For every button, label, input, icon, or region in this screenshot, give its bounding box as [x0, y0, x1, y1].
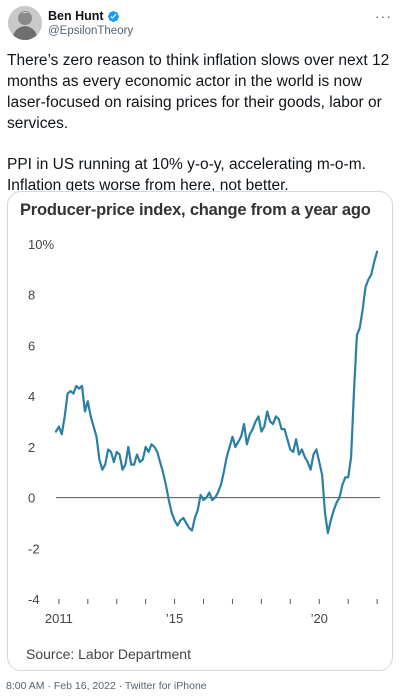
chart-source: Source: Labor Department — [26, 646, 191, 662]
x-tick-label: ’15 — [166, 611, 183, 626]
verified-badge-icon — [107, 10, 120, 23]
chart-title: Producer-price index, change from a year… — [20, 201, 371, 219]
tweet-header: Ben Hunt @EpsilonTheory ··· — [8, 6, 392, 40]
ppi-chart: 10% 8 6 4 2 0 -2 -4 2011 ’15 ’20 — [28, 237, 380, 626]
y-tick-label: 2 — [28, 440, 35, 455]
y-tick-label: 0 — [28, 491, 35, 506]
avatar-image — [8, 6, 42, 40]
tweet-meta: 8:00 AM · Feb 16, 2022 · Twitter for iPh… — [6, 680, 207, 692]
author-row: Ben Hunt — [48, 9, 120, 23]
author-handle[interactable]: @EpsilonTheory — [48, 25, 134, 37]
avatar[interactable] — [8, 6, 42, 40]
more-options-icon[interactable]: ··· — [375, 8, 392, 24]
y-tick-label: -4 — [28, 592, 40, 607]
meta-separator: · — [118, 680, 123, 692]
x-tick-label: 2011 — [45, 611, 73, 626]
y-tick-label: 8 — [28, 288, 35, 303]
ppi-series-line — [54, 250, 379, 535]
chart-image-card[interactable]: 10% 8 6 4 2 0 -2 -4 2011 ’15 ’20 Producer-price in… — [7, 191, 393, 671]
y-tick-label: 4 — [28, 389, 35, 404]
y-tick-label: 6 — [28, 338, 35, 353]
meta-separator: · — [47, 680, 51, 692]
y-tick-label: -2 — [28, 541, 40, 556]
x-tick-label: ’20 — [311, 611, 328, 626]
tweet-body: There’s zero reason to think inflation s… — [7, 50, 397, 196]
tweet-client[interactable]: Twitter for iPhone — [124, 680, 207, 692]
tweet-paragraph-1: There’s zero reason to think inflation s… — [7, 52, 390, 132]
author-name[interactable]: Ben Hunt — [48, 9, 104, 23]
y-tick-label: 10% — [28, 237, 54, 252]
tweet-paragraph-2: PPI in US running at 10% y-o-y, accelera… — [7, 156, 366, 194]
tweet-time[interactable]: 8:00 AM — [6, 680, 45, 692]
tweet-date[interactable]: Feb 16, 2022 — [53, 680, 116, 692]
